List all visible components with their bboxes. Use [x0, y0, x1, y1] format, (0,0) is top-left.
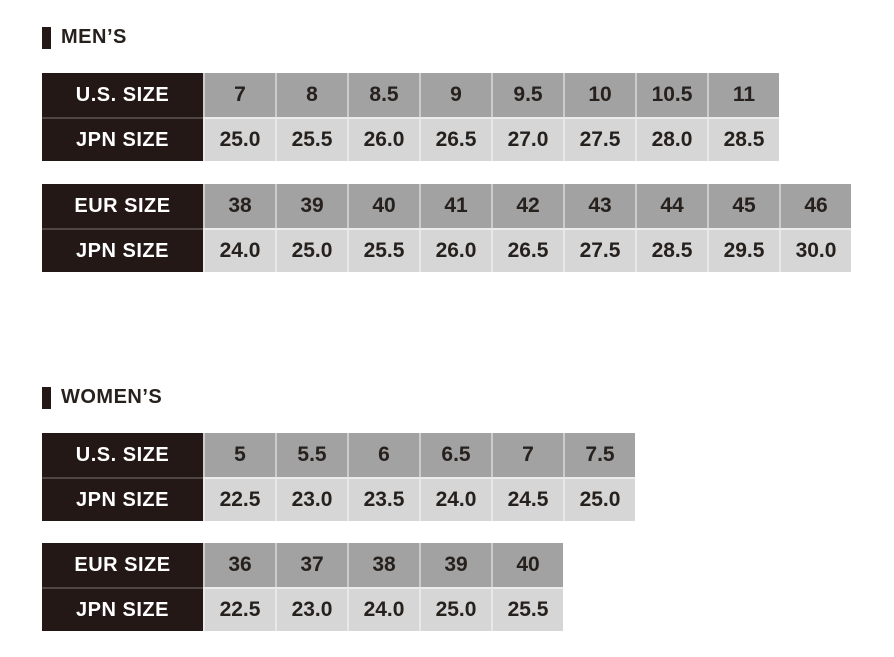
section-marker-bar [42, 386, 51, 409]
jpn-size-value: 22.5 [203, 477, 275, 521]
size-value: 43 [563, 184, 635, 228]
size-value: 45 [707, 184, 779, 228]
jpn-size-value: 25.5 [275, 117, 347, 161]
size-table-row: U.S. SIZE 7 8 8.5 9 9.5 10 10.5 11 [42, 73, 779, 117]
row-label: U.S. SIZE [42, 73, 203, 117]
size-value: 6 [347, 433, 419, 477]
jpn-size-value: 29.5 [707, 228, 779, 272]
jpn-size-value: 25.0 [275, 228, 347, 272]
size-value: 11 [707, 73, 779, 117]
row-label: JPN SIZE [42, 587, 203, 631]
jpn-size-value: 24.0 [203, 228, 275, 272]
jpn-size-value: 26.5 [419, 117, 491, 161]
size-value: 9.5 [491, 73, 563, 117]
jpn-size-value: 28.5 [635, 228, 707, 272]
jpn-size-value: 23.5 [347, 477, 419, 521]
size-table-mens-us-jpn: U.S. SIZE 7 8 8.5 9 9.5 10 10.5 11 JPN SIZE 25.0 25… [42, 73, 779, 161]
size-value: 7.5 [563, 433, 635, 477]
size-value: 8 [275, 73, 347, 117]
size-value: 7 [203, 73, 275, 117]
row-label: U.S. SIZE [42, 433, 203, 477]
size-value: 41 [419, 184, 491, 228]
jpn-size-value: 25.0 [203, 117, 275, 161]
size-value: 10.5 [635, 73, 707, 117]
mens-section-title: MEN’S [61, 26, 127, 48]
size-value: 5 [203, 433, 275, 477]
jpn-size-value: 24.5 [491, 477, 563, 521]
size-table-row: JPN SIZE 25.0 25.5 26.0 26.5 27.0 27.5 28.0 28.5 [42, 117, 779, 161]
jpn-size-value: 28.5 [707, 117, 779, 161]
size-value: 38 [347, 543, 419, 587]
size-value: 40 [347, 184, 419, 228]
jpn-size-value: 25.5 [347, 228, 419, 272]
size-value: 5.5 [275, 433, 347, 477]
row-label: EUR SIZE [42, 543, 203, 587]
jpn-size-value: 27.0 [491, 117, 563, 161]
row-label: JPN SIZE [42, 117, 203, 161]
size-value: 39 [419, 543, 491, 587]
jpn-size-value: 24.0 [347, 587, 419, 631]
size-table-row: EUR SIZE 36 37 38 39 40 [42, 543, 563, 587]
size-table-womens-us-jpn: U.S. SIZE 5 5.5 6 6.5 7 7.5 JPN SIZE 22.5 23.0 23.… [42, 433, 635, 521]
jpn-size-value: 22.5 [203, 587, 275, 631]
size-table-row: EUR SIZE 38 39 40 41 42 43 44 45 46 [42, 184, 851, 228]
size-value: 44 [635, 184, 707, 228]
size-value: 8.5 [347, 73, 419, 117]
jpn-size-value: 30.0 [779, 228, 851, 272]
row-label: JPN SIZE [42, 228, 203, 272]
jpn-size-value: 27.5 [563, 228, 635, 272]
jpn-size-value: 26.5 [491, 228, 563, 272]
row-label: JPN SIZE [42, 477, 203, 521]
jpn-size-value: 26.0 [419, 228, 491, 272]
size-value: 9 [419, 73, 491, 117]
size-value: 46 [779, 184, 851, 228]
jpn-size-value: 24.0 [419, 477, 491, 521]
size-value: 39 [275, 184, 347, 228]
mens-section-header: MEN’S [42, 26, 127, 49]
jpn-size-value: 27.5 [563, 117, 635, 161]
jpn-size-value: 28.0 [635, 117, 707, 161]
size-value: 6.5 [419, 433, 491, 477]
jpn-size-value: 25.5 [491, 587, 563, 631]
jpn-size-value: 25.0 [563, 477, 635, 521]
size-value: 10 [563, 73, 635, 117]
size-table-row: JPN SIZE 24.0 25.0 25.5 26.0 26.5 27.5 28.5 29.5… [42, 228, 851, 272]
size-value: 36 [203, 543, 275, 587]
womens-section-title: WOMEN’S [61, 386, 163, 408]
size-table-row: JPN SIZE 22.5 23.0 24.0 25.0 25.5 [42, 587, 563, 631]
size-table-mens-eur-jpn: EUR SIZE 38 39 40 41 42 43 44 45 46 JPN SIZE 24.0 25… [42, 184, 851, 272]
size-table-row: U.S. SIZE 5 5.5 6 6.5 7 7.5 [42, 433, 635, 477]
jpn-size-value: 23.0 [275, 477, 347, 521]
jpn-size-value: 25.0 [419, 587, 491, 631]
jpn-size-value: 23.0 [275, 587, 347, 631]
jpn-size-value: 26.0 [347, 117, 419, 161]
size-value: 40 [491, 543, 563, 587]
size-value: 42 [491, 184, 563, 228]
size-table-row: JPN SIZE 22.5 23.0 23.5 24.0 24.5 25.0 [42, 477, 635, 521]
size-table-womens-eur-jpn: EUR SIZE 36 37 38 39 40 JPN SIZE 22.5 23.0 24.0 25… [42, 543, 563, 631]
size-value: 7 [491, 433, 563, 477]
row-label: EUR SIZE [42, 184, 203, 228]
section-marker-bar [42, 26, 51, 49]
womens-section-header: WOMEN’S [42, 386, 162, 409]
size-value: 38 [203, 184, 275, 228]
size-value: 37 [275, 543, 347, 587]
